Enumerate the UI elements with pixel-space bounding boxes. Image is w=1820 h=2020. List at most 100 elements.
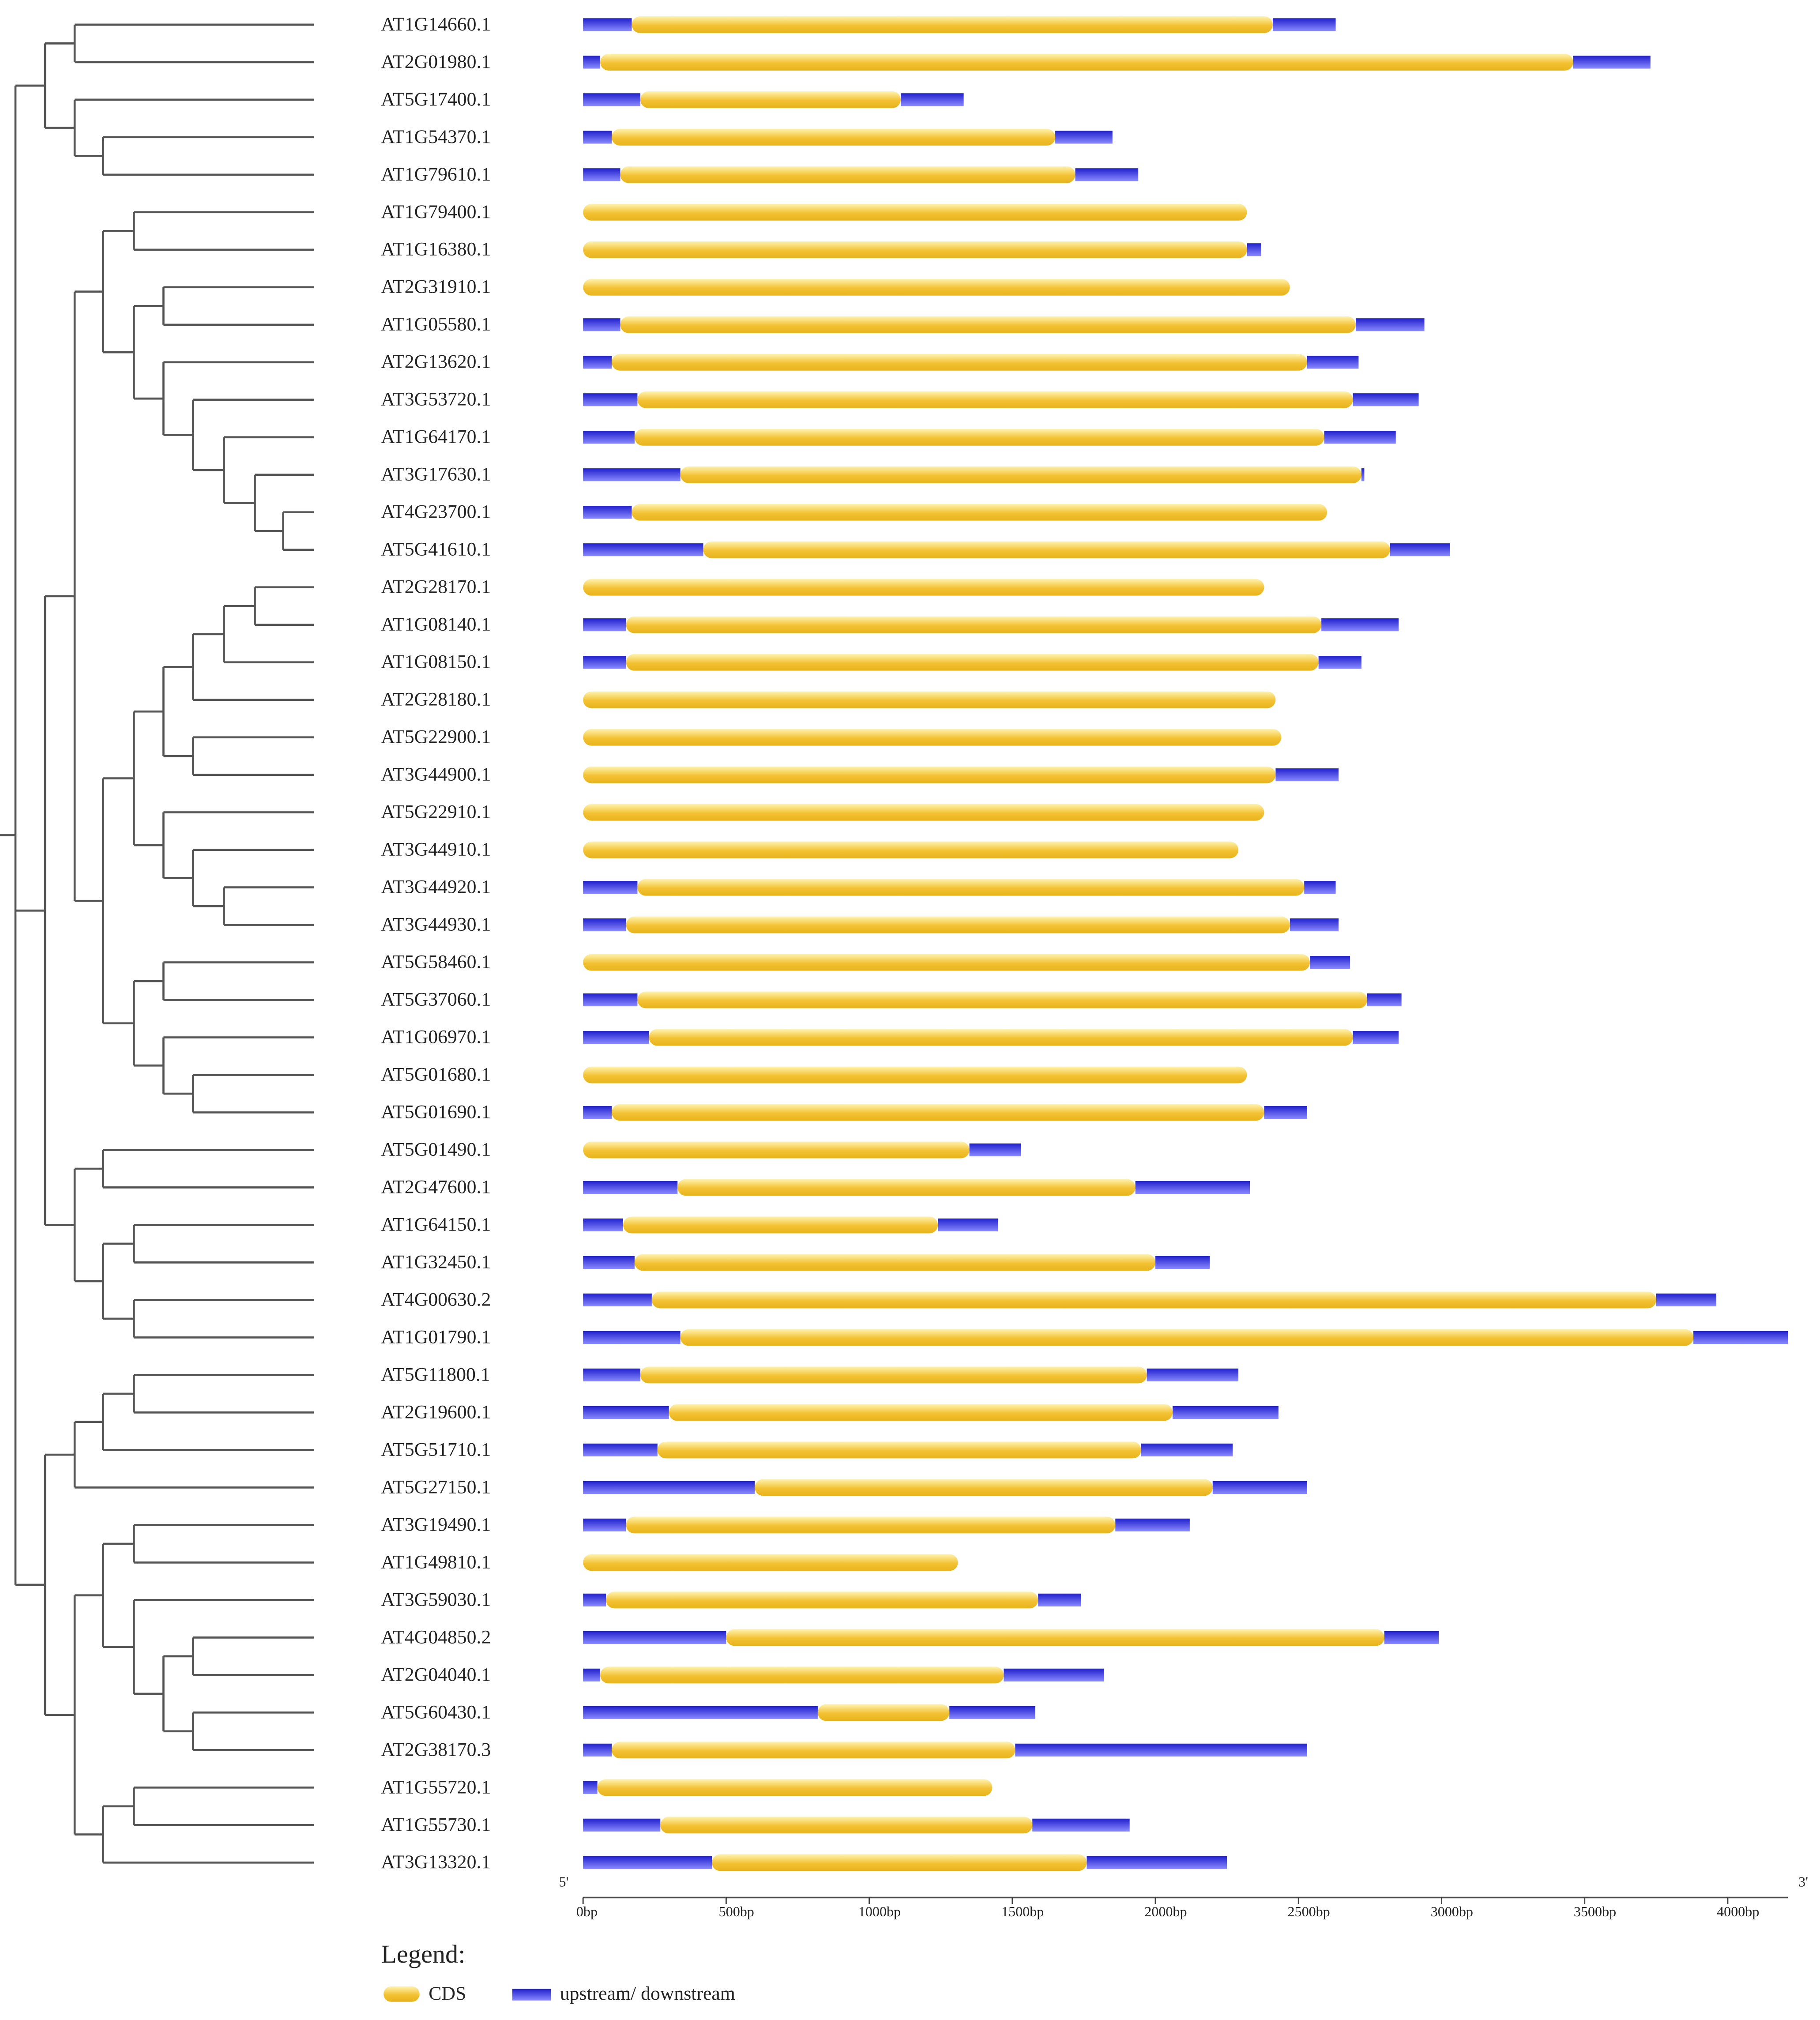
gene-label: AT1G08140.1 [381, 614, 491, 635]
x-tick-label: 2000bp [1144, 1903, 1187, 1919]
cds-segment [726, 1629, 1384, 1646]
downstream-segment [1353, 1031, 1399, 1044]
cds-segment [583, 691, 1276, 708]
gene-label: AT5G11800.1 [381, 1364, 490, 1385]
downstream-segment [949, 1706, 1035, 1719]
x-tick-label: 3000bp [1431, 1903, 1473, 1919]
upstream-segment [583, 1743, 612, 1757]
gene-label: AT1G55720.1 [381, 1776, 491, 1798]
upstream-segment [583, 1106, 612, 1119]
gene-label: AT5G51710.1 [381, 1439, 491, 1460]
gene-label: AT3G53720.1 [381, 389, 491, 410]
upstream-segment [583, 318, 620, 331]
cds-segment [755, 1479, 1213, 1496]
downstream-segment [1656, 1293, 1716, 1307]
cds-segment [623, 1216, 938, 1234]
cds-segment [626, 654, 1319, 671]
gene-label: AT1G79610.1 [381, 164, 491, 185]
cds-segment [637, 879, 1305, 896]
cds-segment [583, 766, 1276, 783]
gene-label: AT5G01680.1 [381, 1064, 491, 1085]
upstream-segment [583, 881, 638, 894]
gene-label: AT3G59030.1 [381, 1589, 491, 1610]
gene-label: AT1G55730.1 [381, 1814, 491, 1835]
downstream-segment [1247, 243, 1261, 256]
cds-segment [583, 579, 1264, 596]
cds-segment [651, 1291, 1656, 1309]
cds-segment [657, 1441, 1141, 1459]
gene-label: AT3G13320.1 [381, 1851, 491, 1873]
cds-segment [583, 1554, 958, 1571]
upstream-segment [583, 393, 638, 406]
five-prime-label: 5' [559, 1874, 569, 1890]
x-tick-label: 3500bp [1574, 1903, 1616, 1919]
downstream-segment [1275, 768, 1339, 782]
downstream-segment [1115, 1518, 1190, 1531]
downstream-segment [1264, 1106, 1307, 1119]
downstream-segment [1032, 1818, 1130, 1832]
legend-swatch [384, 1986, 420, 2002]
downstream-segment [1055, 131, 1113, 144]
downstream-segment [1075, 168, 1139, 181]
gene-label: AT4G04850.2 [381, 1626, 491, 1648]
gene-label: AT1G05580.1 [381, 314, 491, 335]
downstream-segment [938, 1218, 998, 1232]
downstream-segment [1361, 468, 1365, 481]
upstream-segment [583, 1368, 640, 1382]
gene-label: AT1G16380.1 [381, 239, 491, 260]
downstream-segment [1155, 1256, 1210, 1269]
cds-segment [620, 316, 1356, 333]
cds-segment [583, 729, 1282, 746]
cds-segment [669, 1404, 1173, 1421]
downstream-segment [1573, 56, 1651, 69]
downstream-segment [1318, 656, 1361, 669]
downstream-segment [1390, 543, 1450, 557]
upstream-segment [583, 168, 620, 181]
three-prime-label: 3' [1798, 1874, 1808, 1890]
downstream-segment [1087, 1856, 1227, 1869]
downstream-segment [969, 1143, 1021, 1157]
downstream-segment [1324, 431, 1396, 444]
cds-segment [626, 616, 1322, 633]
gene-label: AT1G08150.1 [381, 651, 491, 673]
gene-label: AT1G01790.1 [381, 1326, 491, 1347]
gene-label: AT2G31910.1 [381, 276, 491, 297]
cds-segment [620, 166, 1075, 183]
downstream-segment [1693, 1331, 1788, 1344]
cds-segment [640, 1366, 1147, 1384]
upstream-segment [583, 918, 626, 932]
gene-label: AT5G22900.1 [381, 726, 491, 748]
cds-segment [583, 804, 1264, 821]
upstream-segment [583, 1781, 598, 1794]
upstream-segment [583, 1856, 712, 1869]
gene-label: AT3G44900.1 [381, 764, 491, 785]
cds-segment [660, 1817, 1033, 1834]
cds-segment [583, 1141, 970, 1159]
gene-label: AT3G17630.1 [381, 464, 491, 485]
gene-label: AT5G17400.1 [381, 89, 491, 110]
gene-label: AT5G58460.1 [381, 952, 491, 973]
upstream-segment [583, 656, 626, 669]
upstream-segment [583, 356, 612, 369]
downstream-segment [1015, 1743, 1307, 1757]
gene-label: AT5G01490.1 [381, 1139, 491, 1160]
cds-segment [606, 1591, 1038, 1609]
upstream-segment [583, 1818, 661, 1832]
gene-label: AT1G64150.1 [381, 1214, 491, 1235]
cds-segment [583, 1066, 1247, 1083]
gene-label: AT2G01980.1 [381, 51, 491, 72]
upstream-segment [583, 18, 632, 31]
gene-label: AT2G28180.1 [381, 689, 491, 710]
gene-label: AT2G28170.1 [381, 576, 491, 598]
legend-label: upstream/ downstream [560, 1983, 735, 2004]
cds-segment [612, 128, 1056, 146]
cds-segment [632, 504, 1327, 521]
cds-segment [680, 466, 1361, 483]
cds-segment [583, 278, 1290, 296]
x-tick-label: 0bp [576, 1903, 598, 1919]
gene-label: AT1G32450.1 [381, 1251, 491, 1272]
x-tick-label: 500bp [719, 1903, 754, 1919]
cds-segment [677, 1179, 1136, 1196]
gene-label: AT1G14660.1 [381, 14, 491, 35]
upstream-segment [583, 1706, 818, 1719]
